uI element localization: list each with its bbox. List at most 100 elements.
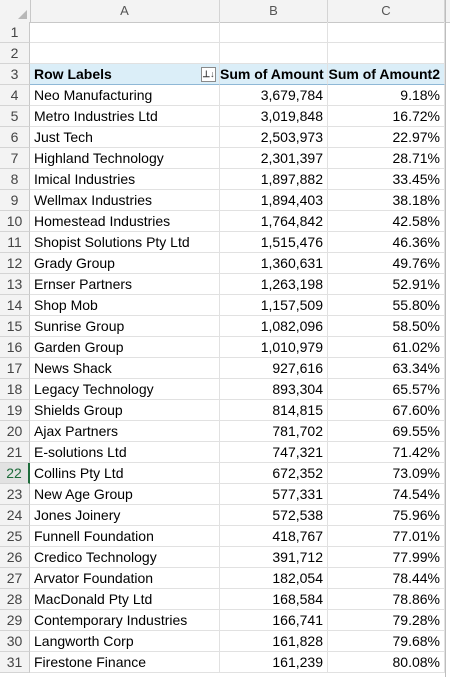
- amount2-cell[interactable]: 79.28%: [328, 610, 445, 631]
- amount-cell[interactable]: 577,331: [220, 484, 328, 505]
- cell[interactable]: [220, 22, 328, 43]
- row-label-cell[interactable]: E-solutions Ltd: [30, 442, 220, 463]
- row-label-cell[interactable]: Garden Group: [30, 337, 220, 358]
- amount-cell[interactable]: 572,538: [220, 505, 328, 526]
- amount2-cell[interactable]: 79.68%: [328, 631, 445, 652]
- amount2-cell[interactable]: 78.86%: [328, 589, 445, 610]
- amount-cell[interactable]: 1,010,979: [220, 337, 328, 358]
- pivot-row-labels-header[interactable]: Row Labels ⊥↓: [30, 64, 220, 85]
- row-label-cell[interactable]: Ernser Partners: [30, 274, 220, 295]
- row-label-cell[interactable]: Firestone Finance: [30, 652, 220, 673]
- amount-cell[interactable]: 1,263,198: [220, 274, 328, 295]
- amount2-cell[interactable]: 80.08%: [328, 652, 445, 673]
- row-number[interactable]: 11: [0, 232, 30, 253]
- row-number[interactable]: 5: [0, 106, 30, 127]
- row-label-cell[interactable]: Imical Industries: [30, 169, 220, 190]
- row-number[interactable]: 16: [0, 337, 30, 358]
- amount2-cell[interactable]: 78.44%: [328, 568, 445, 589]
- amount2-cell[interactable]: 73.09%: [328, 463, 445, 484]
- amount-cell[interactable]: 1,360,631: [220, 253, 328, 274]
- sum-of-amount-header[interactable]: Sum of Amount: [220, 64, 328, 85]
- row-label-cell[interactable]: Legacy Technology: [30, 379, 220, 400]
- amount-cell[interactable]: 1,764,842: [220, 211, 328, 232]
- row-label-cell[interactable]: Collins Pty Ltd: [30, 463, 220, 484]
- amount2-cell[interactable]: 42.58%: [328, 211, 445, 232]
- amount2-cell[interactable]: 74.54%: [328, 484, 445, 505]
- amount2-cell[interactable]: 77.99%: [328, 547, 445, 568]
- amount2-cell[interactable]: 16.72%: [328, 106, 445, 127]
- row-number[interactable]: 7: [0, 148, 30, 169]
- cell[interactable]: [30, 22, 220, 43]
- amount2-cell[interactable]: 52.91%: [328, 274, 445, 295]
- amount2-cell[interactable]: 63.34%: [328, 358, 445, 379]
- amount-cell[interactable]: 672,352: [220, 463, 328, 484]
- row-number[interactable]: 2: [0, 43, 30, 64]
- cell[interactable]: [328, 43, 445, 64]
- row-number[interactable]: 31: [0, 652, 30, 673]
- column-header-c[interactable]: C: [328, 0, 445, 22]
- row-label-cell[interactable]: Sunrise Group: [30, 316, 220, 337]
- row-number[interactable]: 18: [0, 379, 30, 400]
- row-number[interactable]: 17: [0, 358, 30, 379]
- row-label-cell[interactable]: Contemporary Industries: [30, 610, 220, 631]
- amount-cell[interactable]: 1,157,509: [220, 295, 328, 316]
- row-label-cell[interactable]: Neo Manufacturing: [30, 85, 220, 106]
- row-number[interactable]: 13: [0, 274, 30, 295]
- row-number[interactable]: 3: [0, 64, 30, 85]
- row-label-cell[interactable]: Credico Technology: [30, 547, 220, 568]
- row-number[interactable]: 4: [0, 85, 30, 106]
- row-number[interactable]: 8: [0, 169, 30, 190]
- amount-cell[interactable]: 893,304: [220, 379, 328, 400]
- amount2-cell[interactable]: 55.80%: [328, 295, 445, 316]
- cell[interactable]: [328, 22, 445, 43]
- cell[interactable]: [220, 43, 328, 64]
- amount-cell[interactable]: 1,515,476: [220, 232, 328, 253]
- amount-cell[interactable]: 161,239: [220, 652, 328, 673]
- amount-cell[interactable]: 1,082,096: [220, 316, 328, 337]
- amount-cell[interactable]: 1,894,403: [220, 190, 328, 211]
- row-label-cell[interactable]: Homestead Industries: [30, 211, 220, 232]
- amount-cell[interactable]: 166,741: [220, 610, 328, 631]
- column-header-a[interactable]: A: [30, 0, 220, 22]
- row-number[interactable]: 9: [0, 190, 30, 211]
- row-label-cell[interactable]: News Shack: [30, 358, 220, 379]
- amount-cell[interactable]: 2,503,973: [220, 127, 328, 148]
- row-label-cell[interactable]: Metro Industries Ltd: [30, 106, 220, 127]
- row-label-cell[interactable]: Just Tech: [30, 127, 220, 148]
- sum-of-amount2-header[interactable]: Sum of Amount2: [328, 64, 445, 85]
- row-number[interactable]: 22: [0, 463, 30, 484]
- row-number[interactable]: 24: [0, 505, 30, 526]
- column-header-b[interactable]: B: [220, 0, 328, 22]
- amount-cell[interactable]: 168,584: [220, 589, 328, 610]
- row-label-cell[interactable]: Grady Group: [30, 253, 220, 274]
- row-number[interactable]: 29: [0, 610, 30, 631]
- row-label-cell[interactable]: Shopist Solutions Pty Ltd: [30, 232, 220, 253]
- row-label-cell[interactable]: Funnell Foundation: [30, 526, 220, 547]
- row-label-cell[interactable]: Shields Group: [30, 400, 220, 421]
- row-number[interactable]: 20: [0, 421, 30, 442]
- amount-cell[interactable]: 418,767: [220, 526, 328, 547]
- row-label-cell[interactable]: New Age Group: [30, 484, 220, 505]
- amount2-cell[interactable]: 28.71%: [328, 148, 445, 169]
- row-number[interactable]: 12: [0, 253, 30, 274]
- amount-cell[interactable]: 2,301,397: [220, 148, 328, 169]
- row-label-cell[interactable]: Ajax Partners: [30, 421, 220, 442]
- amount2-cell[interactable]: 71.42%: [328, 442, 445, 463]
- amount-cell[interactable]: 3,679,784: [220, 85, 328, 106]
- amount2-cell[interactable]: 46.36%: [328, 232, 445, 253]
- amount-cell[interactable]: 927,616: [220, 358, 328, 379]
- row-number[interactable]: 27: [0, 568, 30, 589]
- amount-cell[interactable]: 781,702: [220, 421, 328, 442]
- row-number[interactable]: 21: [0, 442, 30, 463]
- row-number[interactable]: 1: [0, 22, 30, 43]
- row-label-cell[interactable]: Jones Joinery: [30, 505, 220, 526]
- amount2-cell[interactable]: 69.55%: [328, 421, 445, 442]
- amount2-cell[interactable]: 22.97%: [328, 127, 445, 148]
- amount2-cell[interactable]: 49.76%: [328, 253, 445, 274]
- row-number[interactable]: 15: [0, 316, 30, 337]
- row-number[interactable]: 6: [0, 127, 30, 148]
- amount-cell[interactable]: 3,019,848: [220, 106, 328, 127]
- amount2-cell[interactable]: 9.18%: [328, 85, 445, 106]
- row-number[interactable]: 14: [0, 295, 30, 316]
- amount2-cell[interactable]: 38.18%: [328, 190, 445, 211]
